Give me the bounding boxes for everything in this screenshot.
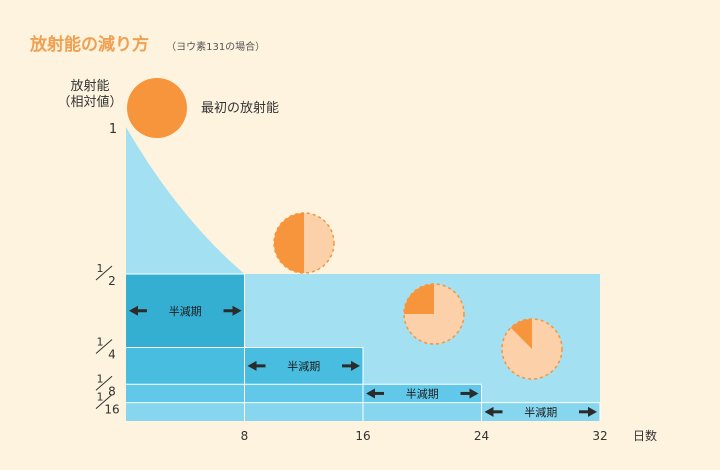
- fraction-slash: [95, 265, 113, 281]
- y-tick-fraction: 18: [95, 372, 116, 398]
- arrow-left-head: [247, 360, 257, 371]
- arrow-right-head: [588, 406, 597, 417]
- arrow-left-head: [484, 406, 494, 417]
- x-tick-label: 8: [241, 429, 249, 443]
- pie-marker-2: [273, 212, 335, 274]
- y-tick-fraction: 116: [95, 391, 120, 417]
- fraction-slash: [95, 394, 113, 410]
- y-axis-label-1: 放射能: [70, 78, 109, 94]
- pie-marker-4: [501, 318, 563, 380]
- pie-marker-3: [403, 283, 465, 345]
- fraction-denominator: 2: [108, 274, 116, 288]
- arrow-right-head: [469, 388, 479, 399]
- band-mask-3: [481, 384, 600, 403]
- chart-subtitle: （ヨウ素131の場合）: [166, 42, 266, 53]
- half-life-marker-1: 半減期: [129, 304, 242, 318]
- pie-wedge: [274, 213, 304, 273]
- arrow-right-head: [351, 360, 360, 371]
- arrow-left-head: [366, 388, 375, 399]
- fraction-denominator: 16: [104, 403, 119, 417]
- half-life-label: 半減期: [169, 304, 202, 318]
- fraction-denominator: 8: [108, 384, 116, 398]
- x-tick-label: 16: [355, 429, 370, 443]
- chart-title-block: 放射能の減り方 （ヨウ素131の場合）: [30, 30, 265, 55]
- half-life-label: 半減期: [524, 405, 557, 419]
- pie-label: 最初の放射能: [201, 100, 279, 116]
- half-life-marker-2: 半減期: [247, 359, 360, 373]
- y-tick-fraction: 12: [95, 262, 116, 288]
- chart-title: 放射能の減り方: [30, 35, 149, 55]
- half-life-label: 半減期: [406, 386, 439, 400]
- y-tick-label: 1: [109, 122, 117, 137]
- y-tick-fraction: 14: [95, 336, 116, 362]
- band-mask-2: [363, 347, 600, 385]
- arrow-left-head: [129, 305, 138, 316]
- fraction-numerator: 1: [97, 262, 104, 275]
- arrow-right-head: [232, 305, 242, 316]
- pie-full: [127, 78, 187, 138]
- fraction-numerator: 1: [97, 372, 104, 385]
- pie-wedge: [404, 284, 434, 314]
- x-tick-label: 32: [592, 429, 607, 443]
- half-life-label: 半減期: [287, 359, 320, 373]
- fraction-denominator: 4: [108, 348, 116, 362]
- fraction-slash: [95, 375, 113, 391]
- pie-marker-1: 最初の放射能: [127, 78, 279, 138]
- fraction-numerator: 1: [97, 336, 104, 349]
- layer-step-3: [363, 384, 482, 403]
- half-life-marker-4: 半減期: [484, 405, 597, 419]
- pie-wedge: [510, 319, 532, 349]
- fraction-slash: [95, 339, 113, 354]
- fraction-numerator: 1: [97, 391, 104, 404]
- y-axis-label-2: （相対値）: [57, 94, 122, 110]
- half-life-marker-3: 半減期: [366, 386, 479, 400]
- x-axis-label: 日数: [633, 428, 657, 443]
- x-tick-label: 24: [474, 429, 489, 443]
